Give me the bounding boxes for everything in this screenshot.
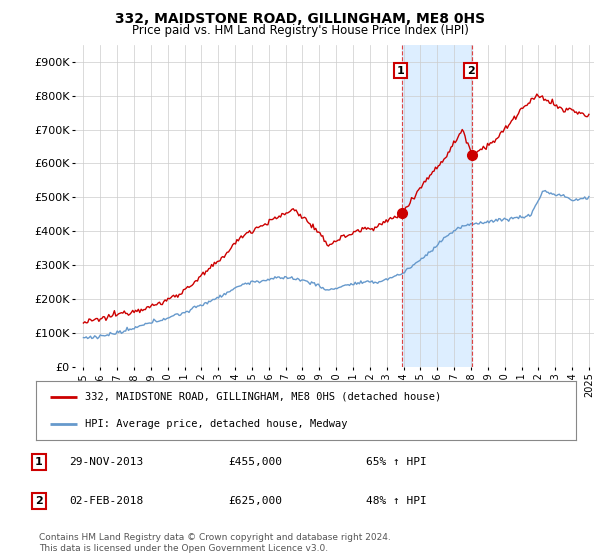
Text: Contains HM Land Registry data © Crown copyright and database right 2024.
This d: Contains HM Land Registry data © Crown c…	[39, 533, 391, 553]
Text: 332, MAIDSTONE ROAD, GILLINGHAM, ME8 0HS: 332, MAIDSTONE ROAD, GILLINGHAM, ME8 0HS	[115, 12, 485, 26]
Text: 48% ↑ HPI: 48% ↑ HPI	[366, 496, 427, 506]
Text: £625,000: £625,000	[228, 496, 282, 506]
Text: 02-FEB-2018: 02-FEB-2018	[69, 496, 143, 506]
Text: 1: 1	[397, 66, 404, 76]
Text: 1: 1	[35, 457, 43, 467]
Text: 29-NOV-2013: 29-NOV-2013	[69, 457, 143, 467]
Text: 65% ↑ HPI: 65% ↑ HPI	[366, 457, 427, 467]
Text: 332, MAIDSTONE ROAD, GILLINGHAM, ME8 0HS (detached house): 332, MAIDSTONE ROAD, GILLINGHAM, ME8 0HS…	[85, 391, 441, 402]
Text: HPI: Average price, detached house, Medway: HPI: Average price, detached house, Medw…	[85, 419, 347, 429]
Text: 2: 2	[35, 496, 43, 506]
Text: 2: 2	[467, 66, 475, 76]
Text: Price paid vs. HM Land Registry's House Price Index (HPI): Price paid vs. HM Land Registry's House …	[131, 24, 469, 36]
Bar	[402, 45, 472, 367]
Text: £455,000: £455,000	[228, 457, 282, 467]
